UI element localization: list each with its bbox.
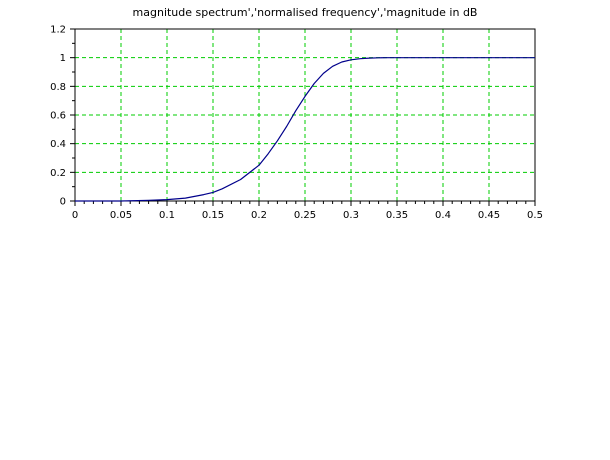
x-tick-label: 0.05	[110, 210, 132, 221]
y-tick-label: 1.2	[50, 25, 66, 36]
y-tick-label: 0.8	[50, 82, 66, 93]
x-tick-label: 0.3	[343, 210, 359, 221]
x-tick-label: 0.1	[159, 210, 175, 221]
plot-area: 0 0.05 0.1 0.15 0.2 0.25 0.3 0.35 0.4 0.45 0.5 0 0.2…	[50, 25, 543, 222]
x-tick-label: 0.35	[386, 210, 408, 221]
x-tick-label: 0	[72, 210, 78, 221]
chart-title: magnitude spectrum','normalised frequenc…	[133, 6, 478, 19]
x-tick-label: 0.25	[294, 210, 316, 221]
y-tick-label: 0.2	[50, 168, 66, 179]
x-tick-label: 0.45	[478, 210, 500, 221]
series-line	[75, 57, 535, 202]
x-tick-label: 0.2	[251, 210, 267, 221]
y-tick-label: 0.6	[50, 111, 66, 122]
y-tick-label: 1	[60, 53, 66, 64]
x-tick-label: 0.5	[527, 210, 543, 221]
x-tick-label: 0.4	[435, 210, 451, 221]
y-tick-label: 0.4	[50, 139, 66, 150]
x-tick-label: 0.15	[202, 210, 224, 221]
y-tick-label: 0	[60, 197, 66, 208]
